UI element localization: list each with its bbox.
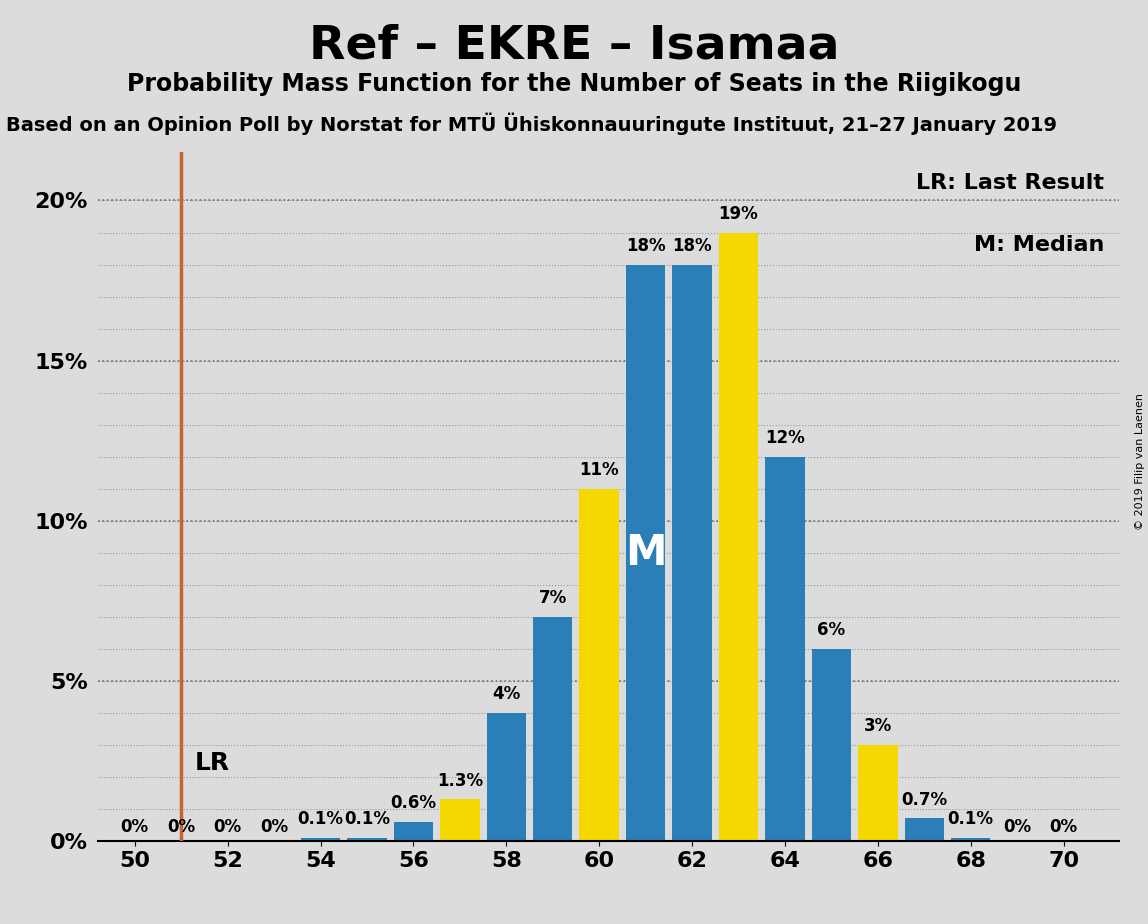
Text: LR: Last Result: LR: Last Result <box>916 173 1104 193</box>
Bar <box>301 838 340 841</box>
Bar <box>673 264 712 841</box>
Bar <box>626 264 666 841</box>
Text: 0.6%: 0.6% <box>390 794 436 812</box>
Bar <box>487 712 526 841</box>
Text: LR: LR <box>195 751 231 775</box>
Text: Based on an Opinion Poll by Norstat for MTÜ Ühiskonnauuringute Instituut, 21–27 : Based on an Opinion Poll by Norstat for … <box>6 113 1057 135</box>
Text: 0%: 0% <box>259 818 288 836</box>
Text: 18%: 18% <box>626 237 666 255</box>
Text: 12%: 12% <box>765 429 805 447</box>
Text: 0%: 0% <box>168 818 195 836</box>
Text: 0%: 0% <box>1003 818 1031 836</box>
Text: 7%: 7% <box>538 590 567 607</box>
Text: 0.7%: 0.7% <box>901 791 947 808</box>
Text: M: M <box>625 531 666 574</box>
Bar <box>580 489 619 841</box>
Text: 0.1%: 0.1% <box>297 810 343 828</box>
Text: © 2019 Filip van Laenen: © 2019 Filip van Laenen <box>1135 394 1145 530</box>
Text: 6%: 6% <box>817 621 845 639</box>
Text: 0.1%: 0.1% <box>948 810 994 828</box>
Text: 0.1%: 0.1% <box>344 810 390 828</box>
Bar <box>951 838 991 841</box>
Bar <box>719 233 758 841</box>
Text: Ref – EKRE – Isamaa: Ref – EKRE – Isamaa <box>309 23 839 68</box>
Text: 3%: 3% <box>863 717 892 736</box>
Bar <box>533 616 573 841</box>
Bar <box>812 649 851 841</box>
Text: 19%: 19% <box>719 205 759 223</box>
Text: Probability Mass Function for the Number of Seats in the Riigikogu: Probability Mass Function for the Number… <box>126 72 1022 96</box>
Text: 0%: 0% <box>214 818 242 836</box>
Bar <box>394 821 433 841</box>
Text: 1.3%: 1.3% <box>436 772 483 790</box>
Bar <box>905 819 944 841</box>
Bar <box>858 745 898 841</box>
Bar <box>440 799 480 841</box>
Bar <box>347 838 387 841</box>
Text: 18%: 18% <box>673 237 712 255</box>
Text: 4%: 4% <box>492 686 520 703</box>
Text: 0%: 0% <box>1049 818 1078 836</box>
Text: M: Median: M: Median <box>974 235 1104 255</box>
Text: 0%: 0% <box>121 818 149 836</box>
Bar <box>766 456 805 841</box>
Text: 11%: 11% <box>580 461 619 479</box>
